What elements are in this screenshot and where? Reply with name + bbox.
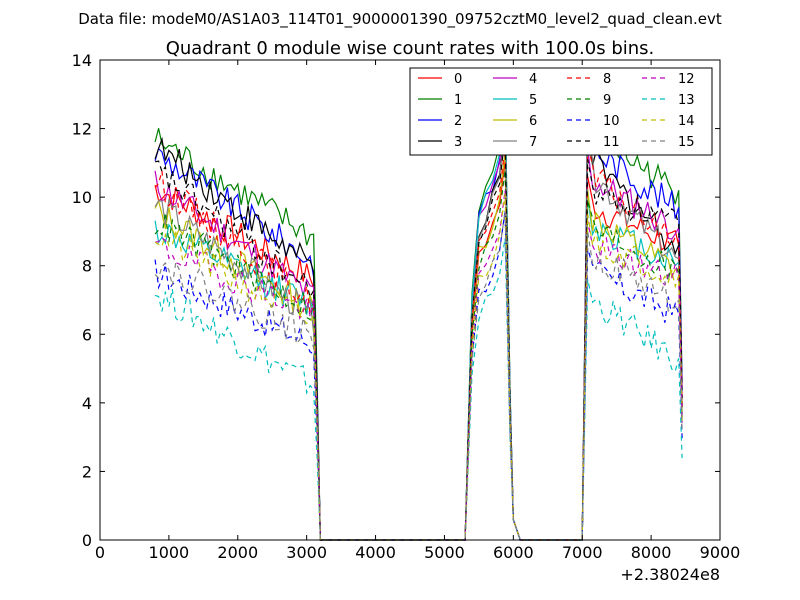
legend-label-14: 14 bbox=[678, 114, 695, 129]
y-tick-label: 8 bbox=[82, 257, 92, 276]
legend-label-3: 3 bbox=[454, 135, 462, 150]
series-line-1 bbox=[154, 90, 683, 541]
x-tick-label: 5000 bbox=[424, 543, 465, 562]
y-tick-label: 12 bbox=[72, 120, 92, 139]
series-line-11 bbox=[154, 135, 683, 541]
series-line-6 bbox=[154, 152, 683, 541]
series-line-13 bbox=[154, 238, 683, 541]
plot-lines bbox=[154, 90, 683, 541]
legend-label-12: 12 bbox=[678, 72, 695, 87]
y-tick-label: 2 bbox=[82, 462, 92, 481]
series-line-3 bbox=[154, 125, 683, 541]
legend-label-4: 4 bbox=[529, 72, 537, 87]
x-tick-label: 6000 bbox=[493, 543, 534, 562]
series-line-0 bbox=[154, 159, 683, 541]
legend-label-7: 7 bbox=[529, 135, 537, 150]
axes-frame bbox=[99, 59, 721, 541]
y-tick-label: 0 bbox=[82, 531, 92, 550]
legend-label-11: 11 bbox=[603, 135, 620, 150]
legend-label-15: 15 bbox=[678, 135, 695, 150]
series-line-10 bbox=[154, 210, 683, 541]
legend-label-9: 9 bbox=[603, 93, 611, 108]
figure-suptitle: Data file: modeM0/AS1A03_114T01_90000013… bbox=[78, 10, 722, 29]
legend-label-0: 0 bbox=[454, 72, 462, 87]
legend-label-6: 6 bbox=[529, 114, 537, 129]
series-line-8 bbox=[154, 145, 683, 541]
legend-label-5: 5 bbox=[529, 93, 537, 108]
series-line-15 bbox=[154, 210, 683, 541]
series-line-9 bbox=[154, 169, 683, 541]
y-tick-label: 14 bbox=[72, 51, 92, 70]
series-line-14 bbox=[154, 193, 683, 541]
x-offset-label: +2.38024e8 bbox=[620, 565, 720, 584]
series-line-12 bbox=[154, 190, 683, 541]
legend-label-1: 1 bbox=[454, 93, 462, 108]
legend-label-2: 2 bbox=[454, 114, 462, 129]
legend-label-13: 13 bbox=[678, 93, 695, 108]
y-tick-label: 10 bbox=[72, 188, 92, 207]
axis-ticks: 0 1000 2000 3000 4000 5000 6000 7000 8000 9000 0 2 4… bbox=[72, 51, 741, 562]
y-tick-label: 6 bbox=[82, 325, 92, 344]
x-tick-label: 8000 bbox=[631, 543, 672, 562]
x-tick-label: 7000 bbox=[562, 543, 603, 562]
x-tick-label: 4000 bbox=[355, 543, 396, 562]
x-tick-label: 1000 bbox=[149, 543, 190, 562]
x-tick-label: 2000 bbox=[217, 543, 258, 562]
series-line-2 bbox=[154, 107, 683, 541]
x-tick-label: 0 bbox=[95, 543, 105, 562]
legend-label-8: 8 bbox=[603, 72, 611, 87]
x-tick-label: 3000 bbox=[286, 543, 327, 562]
chart-title: Quadrant 0 module wise count rates with … bbox=[166, 38, 655, 59]
legend-label-10: 10 bbox=[603, 114, 620, 129]
y-tick-label: 4 bbox=[82, 394, 92, 413]
x-tick-label: 9000 bbox=[700, 543, 741, 562]
series-line-4 bbox=[154, 111, 683, 541]
